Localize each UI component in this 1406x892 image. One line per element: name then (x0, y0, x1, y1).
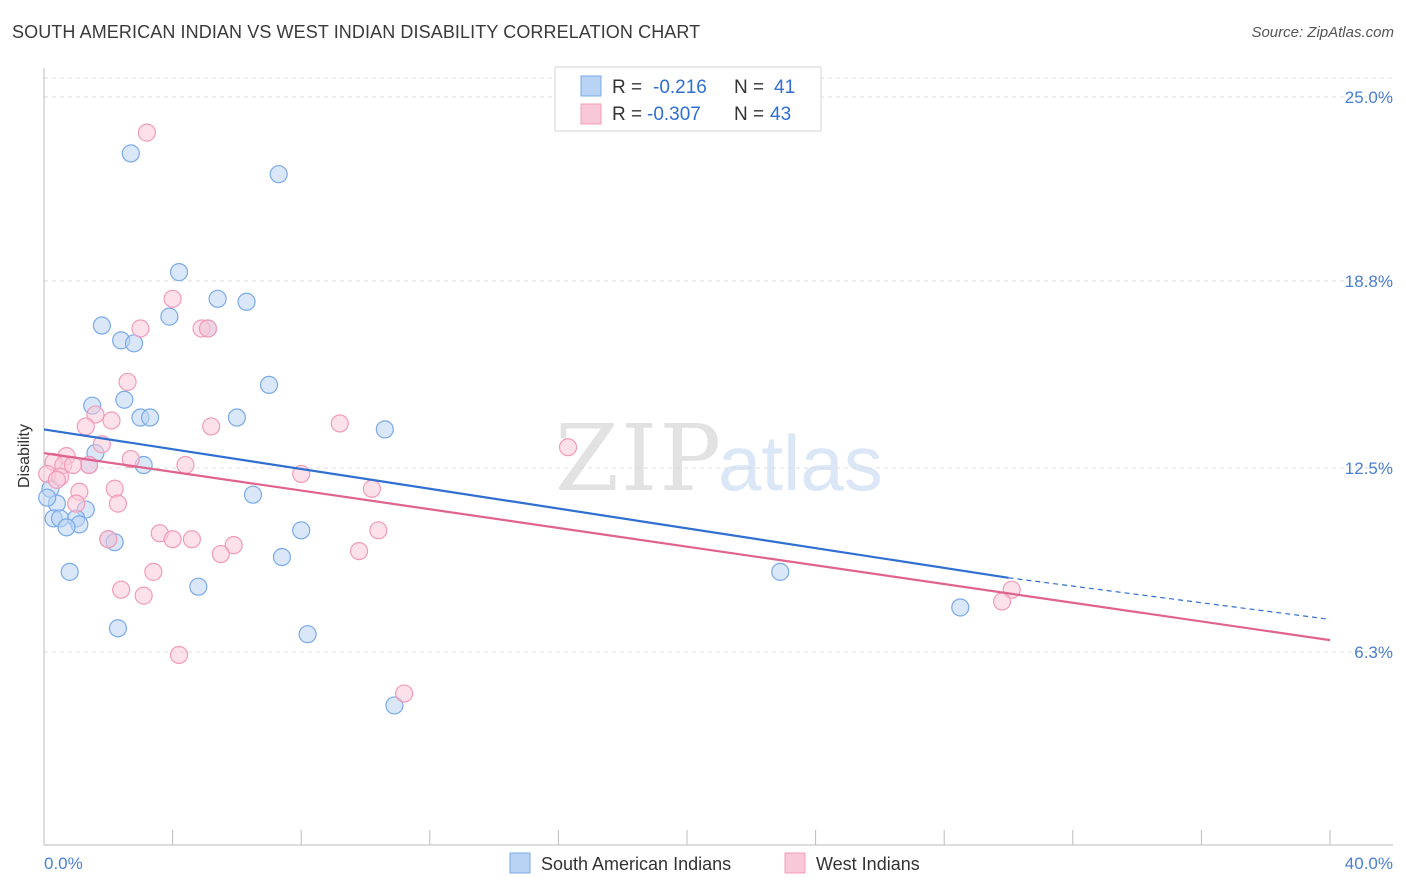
data-point-south-american (771, 562, 790, 581)
grid-lines (44, 77, 1393, 653)
data-point-south-american (272, 547, 292, 567)
series-legend-swatch-blue (509, 852, 531, 874)
data-point-west-indian (163, 289, 182, 308)
data-point-west-indian (394, 684, 414, 703)
series-legend-swatch-pink (784, 852, 806, 874)
data-point-west-indian (349, 541, 369, 561)
data-point-south-american (38, 488, 57, 507)
data-point-south-american (298, 625, 317, 644)
trend-line-south-american (43, 428, 1009, 579)
series-legend-label-blue: South American Indians (541, 854, 731, 874)
legend-r-label-1: R = (612, 77, 642, 98)
data-point-west-indian (163, 530, 182, 549)
data-point-south-american (951, 598, 970, 617)
data-point-west-indian (67, 494, 86, 513)
watermark-atlas: atlas (718, 419, 883, 507)
data-point-west-indian (362, 479, 382, 498)
axes (43, 68, 1393, 846)
data-point-west-indian (105, 479, 124, 498)
data-point-west-indian (198, 319, 218, 338)
data-point-south-american (385, 696, 404, 715)
chart-title: SOUTH AMERICAN INDIAN VS WEST INDIAN DIS… (12, 22, 701, 42)
data-point-west-indian (47, 470, 66, 489)
x-tick-label-max: 40.0% (1345, 854, 1393, 873)
data-point-west-indian (112, 580, 131, 599)
data-point-south-american (60, 562, 79, 581)
y-tick-label: 25.0% (1345, 88, 1393, 107)
data-point-west-indian (202, 417, 221, 436)
data-point-west-indian (211, 544, 230, 564)
data-point-west-indian (169, 645, 189, 665)
trend-lines (43, 428, 1331, 642)
data-point-south-american (227, 408, 246, 427)
data-point-south-american (259, 375, 279, 394)
data-point-west-indian (137, 123, 156, 142)
data-point-south-american (243, 485, 263, 504)
series-legend: South American Indians West Indians (509, 852, 920, 874)
data-point-west-indian (99, 530, 118, 549)
y-tick-label: 18.8% (1345, 272, 1393, 291)
data-point-west-indian (176, 455, 195, 475)
y-tick-labels: 6.3% 12.5% 18.8% 25.0% (1345, 88, 1393, 662)
data-point-south-american (375, 420, 394, 439)
data-point-west-indian (108, 494, 128, 513)
data-point-south-american (189, 577, 208, 596)
legend-r-value-2: -0.307 (647, 104, 701, 125)
trend-line-south-american-extension (1008, 577, 1331, 620)
data-point-south-american (208, 289, 227, 308)
data-point-south-american (237, 292, 256, 311)
trend-line-west-indian (43, 452, 1331, 642)
data-point-west-indian (86, 405, 105, 424)
legend-swatch-pink (580, 103, 602, 125)
data-point-west-indian (558, 438, 578, 457)
data-point-south-american (57, 518, 76, 537)
legend-n-value-2: 43 (770, 104, 791, 125)
data-point-west-indian (121, 449, 140, 469)
data-point-south-american (169, 263, 189, 282)
data-point-south-american (108, 619, 128, 638)
legend-swatch-blue (580, 75, 602, 97)
data-point-south-american (115, 390, 134, 409)
legend-n-label-2: N = (734, 104, 764, 125)
data-point-south-american (121, 144, 140, 163)
data-point-west-indian (131, 319, 150, 338)
data-point-west-indian (118, 372, 137, 392)
x-tick-labels: 0.0% 40.0% (44, 854, 1393, 873)
chart-source: Source: ZipAtlas.com (1251, 24, 1394, 41)
y-tick-label: 6.3% (1354, 643, 1393, 662)
legend-r-label-2: R = (612, 104, 642, 125)
data-point-west-indian (76, 417, 95, 436)
x-tick-label-min: 0.0% (44, 854, 83, 873)
legend-n-label-1: N = (734, 77, 764, 98)
data-point-south-american (92, 316, 111, 335)
y-tick-label: 12.5% (1345, 459, 1393, 478)
data-point-south-american (140, 408, 160, 427)
data-points (38, 123, 1021, 715)
data-point-west-indian (182, 530, 201, 549)
data-point-west-indian (102, 411, 121, 430)
watermark: ZIP atlas (555, 405, 883, 512)
data-point-west-indian (134, 586, 153, 605)
legend-r-value-1: -0.216 (653, 77, 707, 98)
legend-n-value-1: 41 (774, 77, 795, 98)
series-legend-label-pink: West Indians (816, 854, 920, 874)
data-point-west-indian (330, 414, 349, 433)
data-point-west-indian (369, 521, 388, 540)
data-point-south-american (160, 307, 179, 326)
data-point-south-american (269, 165, 288, 184)
data-point-west-indian (224, 536, 243, 555)
stats-legend: R = -0.216 N = 41 R = -0.307 N = 43 (554, 66, 822, 132)
watermark-zip: ZIP (555, 405, 723, 512)
data-point-west-indian (144, 562, 163, 581)
data-point-south-american (292, 521, 311, 540)
data-point-west-indian (992, 592, 1012, 611)
